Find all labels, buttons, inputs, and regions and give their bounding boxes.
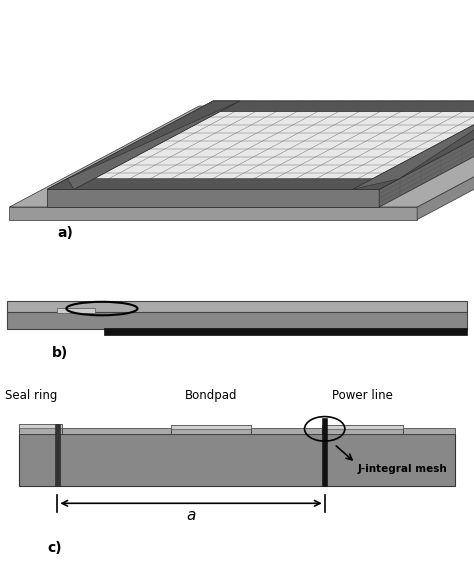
- Bar: [57, 308, 95, 313]
- Text: a): a): [57, 226, 73, 240]
- Text: b): b): [52, 346, 68, 360]
- Bar: [322, 418, 327, 486]
- Polygon shape: [47, 101, 240, 190]
- Text: J-integral mesh: J-integral mesh: [358, 465, 447, 475]
- Bar: [7, 312, 467, 329]
- Text: Bondpad: Bondpad: [185, 389, 237, 402]
- Polygon shape: [47, 190, 379, 207]
- Bar: [322, 425, 403, 429]
- Polygon shape: [47, 179, 399, 190]
- Text: c): c): [47, 541, 62, 555]
- Polygon shape: [47, 101, 474, 190]
- Text: a: a: [186, 508, 196, 523]
- Polygon shape: [193, 101, 474, 112]
- Bar: [104, 328, 467, 335]
- Polygon shape: [353, 101, 474, 190]
- Bar: [19, 427, 455, 434]
- Bar: [55, 424, 60, 486]
- Bar: [171, 425, 251, 429]
- Bar: [322, 425, 403, 434]
- Polygon shape: [417, 106, 474, 219]
- Text: Power line: Power line: [332, 389, 393, 402]
- Polygon shape: [379, 101, 474, 207]
- Polygon shape: [9, 106, 474, 207]
- Bar: [19, 424, 62, 434]
- Text: Seal ring: Seal ring: [5, 389, 57, 402]
- Polygon shape: [353, 101, 474, 190]
- Bar: [19, 424, 62, 428]
- Polygon shape: [9, 207, 417, 219]
- Bar: [19, 434, 455, 486]
- Bar: [7, 301, 467, 313]
- Bar: [171, 425, 251, 434]
- Polygon shape: [67, 101, 240, 190]
